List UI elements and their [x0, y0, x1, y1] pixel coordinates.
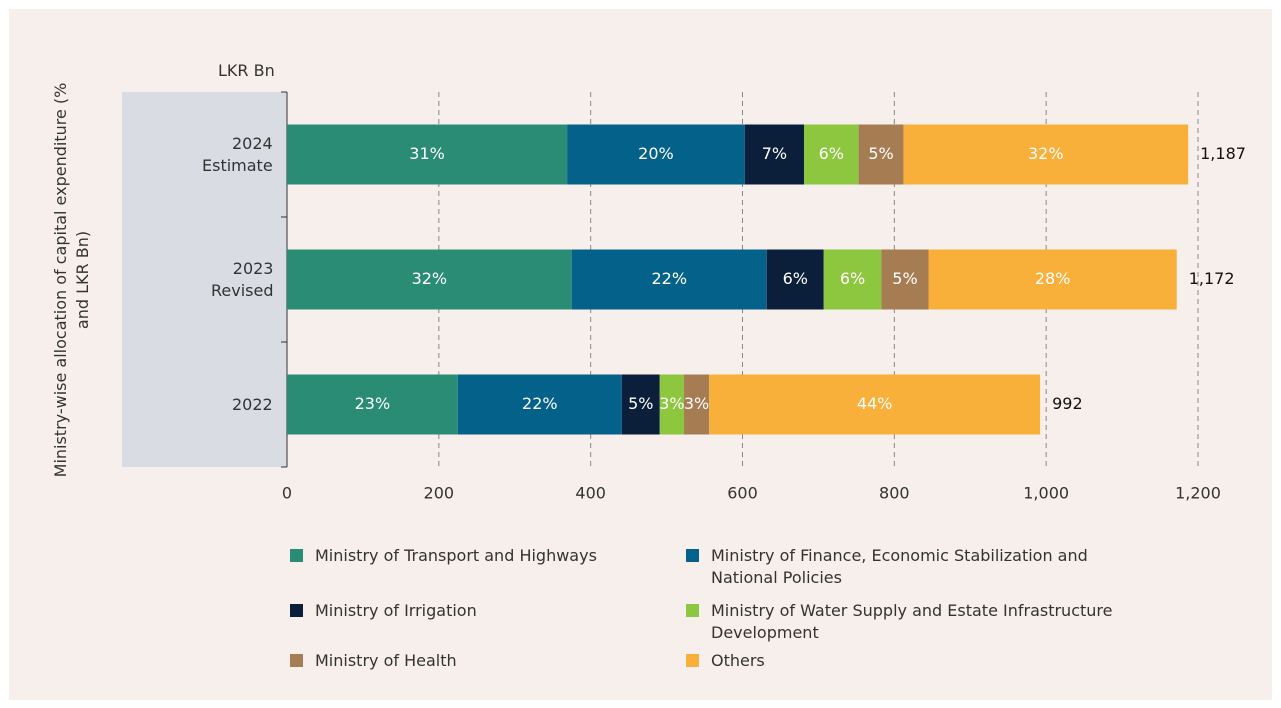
legend-label: Others [711, 651, 765, 670]
bar-segment [567, 124, 745, 185]
segment-label: 28% [1035, 269, 1071, 288]
legend-label: Ministry of Transport and Highways [315, 546, 597, 565]
segment-label: 6% [783, 269, 808, 288]
bar-segment [881, 249, 929, 310]
segment-label: 22% [651, 269, 687, 288]
y-axis-title-line: Ministry-wise allocation of capital expe… [51, 83, 70, 478]
segment-label: 23% [355, 394, 391, 413]
y-axis-title: Ministry-wise allocation of capital expe… [51, 83, 92, 478]
total-label: 1,187 [1200, 144, 1246, 163]
y-axis-title-line: and LKR Bn) [73, 231, 92, 329]
category-label: 2022 [232, 394, 273, 414]
bar-segment [709, 374, 1041, 435]
legend-label: Ministry of Health [315, 651, 457, 670]
bar-segment [928, 249, 1177, 310]
bar-segment [803, 124, 859, 185]
total-label: 1,172 [1189, 269, 1235, 288]
bar-segment [744, 124, 804, 185]
legend-label: Ministry of Irrigation [315, 601, 477, 620]
segment-label: 5% [868, 144, 893, 163]
bar-segment [684, 374, 710, 435]
legend-swatch [290, 549, 303, 562]
segment-label: 3% [659, 394, 684, 413]
bar-segment [858, 124, 904, 185]
bar-segment [287, 124, 568, 185]
total-label: 992 [1052, 394, 1083, 413]
bar-segment [659, 374, 685, 435]
x-tick-label: 600 [727, 484, 758, 503]
segment-label: 31% [409, 144, 445, 163]
x-tick-label: 0 [282, 484, 292, 503]
segment-label: 7% [762, 144, 787, 163]
segment-label: 5% [628, 394, 653, 413]
legend-label: Ministry of Water Supply and Estate Infr… [711, 601, 1113, 642]
legend-swatch [686, 549, 699, 562]
segment-label: 32% [412, 269, 448, 288]
bar-segment [903, 124, 1189, 185]
segment-label: 6% [840, 269, 865, 288]
category-label: 2024 Estimate [202, 133, 273, 175]
legend-swatch [686, 654, 699, 667]
bar-segment [766, 249, 824, 310]
x-tick-label: 400 [575, 484, 606, 503]
x-tick-label: 800 [879, 484, 910, 503]
segment-label: 32% [1028, 144, 1064, 163]
bar-segment [457, 374, 622, 435]
x-tick-label: 200 [424, 484, 455, 503]
bar-segment [823, 249, 882, 310]
legend-swatch [686, 604, 699, 617]
bar-segment [571, 249, 767, 310]
segment-label: 3% [684, 394, 709, 413]
legend-swatch [290, 604, 303, 617]
bar-segment [287, 249, 572, 310]
legend-swatch [290, 654, 303, 667]
segment-label: 5% [892, 269, 917, 288]
bar-segment [287, 374, 458, 435]
segment-label: 6% [819, 144, 844, 163]
segment-label: 22% [522, 394, 558, 413]
legend-label: Ministry of Finance, Economic Stabilizat… [711, 546, 1088, 587]
segment-label: 44% [857, 394, 893, 413]
unit-label: LKR Bn [218, 61, 275, 80]
label-band [122, 92, 287, 467]
bar-segment [621, 374, 660, 435]
x-tick-label: 1,000 [1023, 484, 1069, 503]
segment-label: 20% [638, 144, 674, 163]
x-tick-label: 1,200 [1175, 484, 1221, 503]
category-label: 2023 Revised [211, 258, 274, 300]
